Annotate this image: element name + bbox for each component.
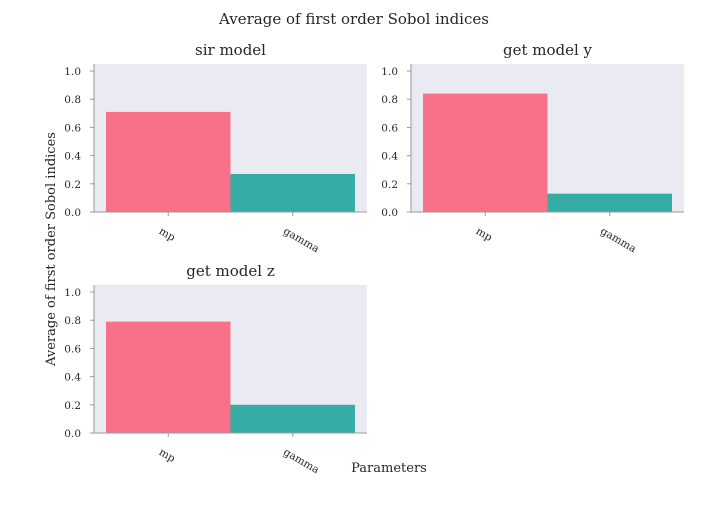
subplot-1: sir model 0.0 0.2 0.4 0.6 0.8 1.0 mp gamma [64, 41, 367, 255]
x-tick-label-mp: mp [157, 225, 178, 244]
y-tick-label: 0.4 [381, 151, 398, 163]
bar-mp [106, 111, 231, 212]
x-tick-label-gamma: gamma [281, 446, 321, 476]
subplot-title: sir model [195, 41, 266, 59]
y-tick-label: 0.0 [64, 428, 81, 440]
x-tick-label-mp: mp [474, 225, 495, 244]
subplot-title: get model z [186, 262, 275, 280]
x-tick-label-gamma: gamma [281, 225, 321, 255]
x-tick-label-gamma: gamma [598, 225, 638, 255]
figure-title: Average of first order Sobol indices [218, 10, 489, 28]
y-tick-label: 0.6 [381, 122, 398, 134]
subplot-2: get model y 0.0 0.2 0.4 0.6 0.8 1.0 mp gamma [381, 41, 684, 255]
y-tick-label: 0.4 [64, 151, 81, 163]
y-tick-label: 1.0 [381, 66, 398, 78]
y-tick-label: 0.0 [64, 207, 81, 219]
x-axis-label: Parameters [351, 461, 427, 476]
bar-gamma [230, 173, 355, 212]
y-tick-label: 0.0 [381, 207, 398, 219]
y-tick-label: 1.0 [64, 287, 81, 299]
y-tick-label: 0.8 [381, 94, 398, 106]
subplot-title: get model y [503, 41, 593, 59]
x-tick-label-mp: mp [157, 446, 178, 465]
y-tick-label: 0.4 [64, 372, 81, 384]
y-tick-label: 1.0 [64, 66, 81, 78]
bar-gamma [547, 193, 672, 212]
subplot-3: get model z 0.0 0.2 0.4 0.6 0.8 1.0 mp gamma [64, 262, 367, 476]
y-tick-label: 0.2 [381, 179, 398, 191]
y-tick-label: 0.6 [64, 343, 81, 355]
y-tick-label: 0.8 [64, 94, 81, 106]
y-axis-label: Average of first order Sobol indices [44, 132, 59, 367]
y-tick-label: 0.8 [64, 315, 81, 327]
bar-gamma [230, 404, 355, 433]
y-tick-label: 0.6 [64, 122, 81, 134]
y-tick-label: 0.2 [64, 400, 81, 412]
bar-mp [423, 93, 548, 212]
bar-mp [106, 321, 231, 433]
y-tick-label: 0.2 [64, 179, 81, 191]
